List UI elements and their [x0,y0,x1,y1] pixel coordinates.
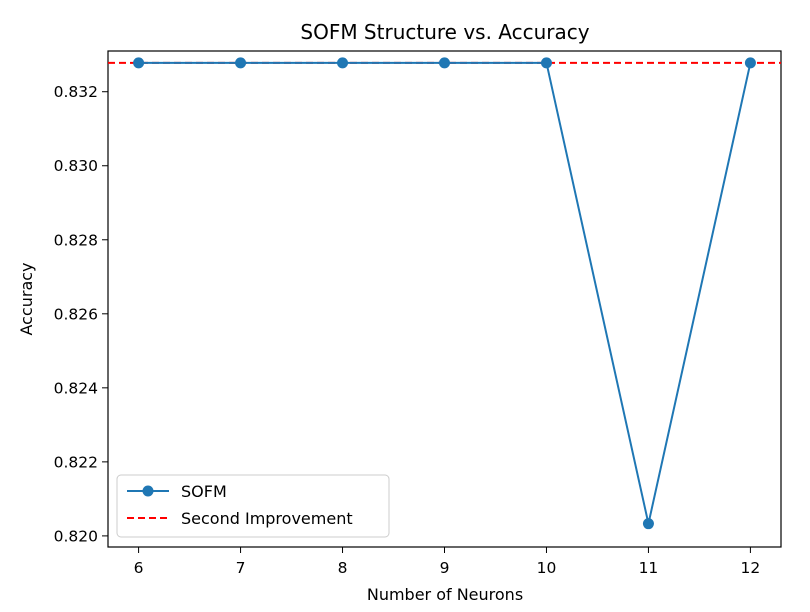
y-tick-label: 0.820 [54,527,98,545]
y-tick-label: 0.832 [54,83,98,101]
x-tick-label: 12 [741,559,761,577]
x-tick-label: 9 [440,559,450,577]
y-tick-label: 0.824 [54,379,98,397]
legend-frame [116,474,390,538]
x-axis: 6 7 8 9 10 11 12 [134,547,761,577]
sofm-data-point [744,57,756,69]
legend-second-improvement-label: Second Improvement [181,509,353,528]
x-tick-label: 7 [236,559,246,577]
chart-title: SOFM Structure vs. Accuracy [300,20,589,44]
x-tick-label: 10 [537,559,557,577]
sofm-data-point [235,57,247,69]
sofm-data-point [337,57,349,69]
series-layer [133,57,756,530]
y-axis: 0.820 0.822 0.824 0.826 0.828 0.830 0.832 [54,83,108,545]
legend: SOFM Second Improvement [116,474,390,538]
x-tick-label: 8 [338,559,348,577]
x-axis-label: Number of Neurons [367,585,523,604]
y-tick-label: 0.828 [54,231,98,249]
sofm-data-point [540,57,552,69]
sofm-data-point [642,518,654,530]
sofm-data-point [439,57,450,69]
y-tick-label: 0.830 [54,157,98,175]
plot-area [107,50,782,548]
sofm-data-point [133,57,145,69]
legend-sofm-label: SOFM [181,482,227,501]
x-tick-label: 11 [639,559,659,577]
y-tick-label: 0.826 [54,305,98,323]
y-axis-label: Accuracy [17,262,36,335]
y-tick-label: 0.822 [54,453,98,471]
x-tick-label: 6 [134,559,144,577]
legend-sofm-marker-icon [142,485,154,497]
